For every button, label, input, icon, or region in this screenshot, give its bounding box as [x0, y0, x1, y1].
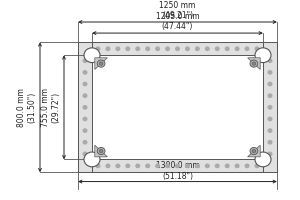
Circle shape	[156, 164, 159, 168]
Circle shape	[83, 152, 87, 156]
Circle shape	[196, 47, 199, 50]
Circle shape	[136, 47, 140, 50]
Circle shape	[250, 147, 258, 155]
Circle shape	[83, 94, 87, 97]
Circle shape	[83, 71, 87, 74]
Circle shape	[245, 164, 249, 168]
Text: 755.0 mm
(29.72"): 755.0 mm (29.72")	[41, 88, 61, 127]
Circle shape	[146, 164, 149, 168]
Text: 1250 mm
(49.21"): 1250 mm (49.21")	[159, 1, 196, 20]
Bar	[92, 42, 263, 55]
Bar	[78, 42, 92, 172]
Circle shape	[235, 47, 239, 50]
Text: 800.0 mm
(31.50"): 800.0 mm (31.50")	[17, 88, 37, 127]
Circle shape	[99, 149, 103, 153]
Circle shape	[156, 47, 159, 50]
Circle shape	[268, 106, 272, 109]
Circle shape	[126, 47, 130, 50]
Circle shape	[268, 152, 272, 156]
Circle shape	[206, 164, 209, 168]
Circle shape	[106, 164, 110, 168]
Circle shape	[99, 62, 103, 65]
Circle shape	[255, 47, 259, 50]
Circle shape	[268, 59, 272, 62]
Circle shape	[96, 164, 100, 168]
Circle shape	[245, 47, 249, 50]
Bar	[92, 159, 263, 172]
Circle shape	[116, 47, 120, 50]
Circle shape	[146, 47, 149, 50]
Circle shape	[268, 141, 272, 144]
Circle shape	[83, 82, 87, 86]
Circle shape	[268, 94, 272, 97]
Text: 1300.0 mm
(51.18"): 1300.0 mm (51.18")	[156, 161, 200, 181]
Circle shape	[96, 47, 100, 50]
Circle shape	[225, 164, 229, 168]
Circle shape	[84, 48, 100, 63]
Circle shape	[268, 117, 272, 121]
Polygon shape	[248, 145, 260, 157]
Polygon shape	[95, 145, 107, 157]
Circle shape	[83, 141, 87, 144]
Circle shape	[255, 164, 259, 168]
Circle shape	[83, 59, 87, 62]
Circle shape	[268, 129, 272, 132]
Circle shape	[206, 47, 209, 50]
Circle shape	[252, 62, 256, 65]
Circle shape	[225, 47, 229, 50]
Circle shape	[176, 47, 179, 50]
Circle shape	[252, 149, 256, 153]
Bar	[263, 42, 277, 172]
Circle shape	[176, 164, 179, 168]
Circle shape	[250, 60, 258, 67]
Circle shape	[268, 71, 272, 74]
Circle shape	[268, 82, 272, 86]
Circle shape	[84, 152, 100, 167]
Circle shape	[126, 164, 130, 168]
Circle shape	[116, 164, 120, 168]
Circle shape	[255, 152, 271, 167]
Text: 1205.0 mm
(47.44"): 1205.0 mm (47.44")	[156, 12, 199, 31]
Circle shape	[255, 48, 271, 63]
Circle shape	[106, 47, 110, 50]
Circle shape	[83, 129, 87, 132]
Circle shape	[166, 47, 169, 50]
Circle shape	[235, 164, 239, 168]
Circle shape	[83, 106, 87, 109]
Circle shape	[186, 47, 189, 50]
Circle shape	[136, 164, 140, 168]
Circle shape	[196, 164, 199, 168]
Circle shape	[166, 164, 169, 168]
Circle shape	[97, 60, 105, 67]
Polygon shape	[95, 58, 107, 69]
Circle shape	[215, 47, 219, 50]
Polygon shape	[248, 58, 260, 69]
Circle shape	[83, 117, 87, 121]
Circle shape	[186, 164, 189, 168]
Circle shape	[215, 164, 219, 168]
Circle shape	[97, 147, 105, 155]
